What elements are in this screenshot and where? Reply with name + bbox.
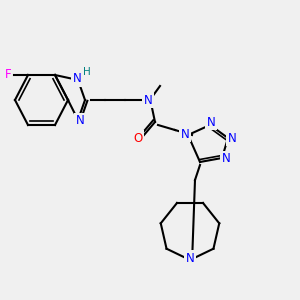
- Text: N: N: [186, 251, 194, 265]
- Text: N: N: [207, 116, 215, 128]
- Text: N: N: [76, 115, 84, 128]
- Text: N: N: [228, 131, 236, 145]
- Text: N: N: [144, 94, 152, 106]
- Text: N: N: [181, 128, 189, 140]
- Text: O: O: [134, 131, 142, 145]
- Text: N: N: [222, 152, 230, 166]
- Text: N: N: [73, 73, 81, 85]
- Text: H: H: [83, 67, 91, 77]
- Text: F: F: [5, 68, 11, 82]
